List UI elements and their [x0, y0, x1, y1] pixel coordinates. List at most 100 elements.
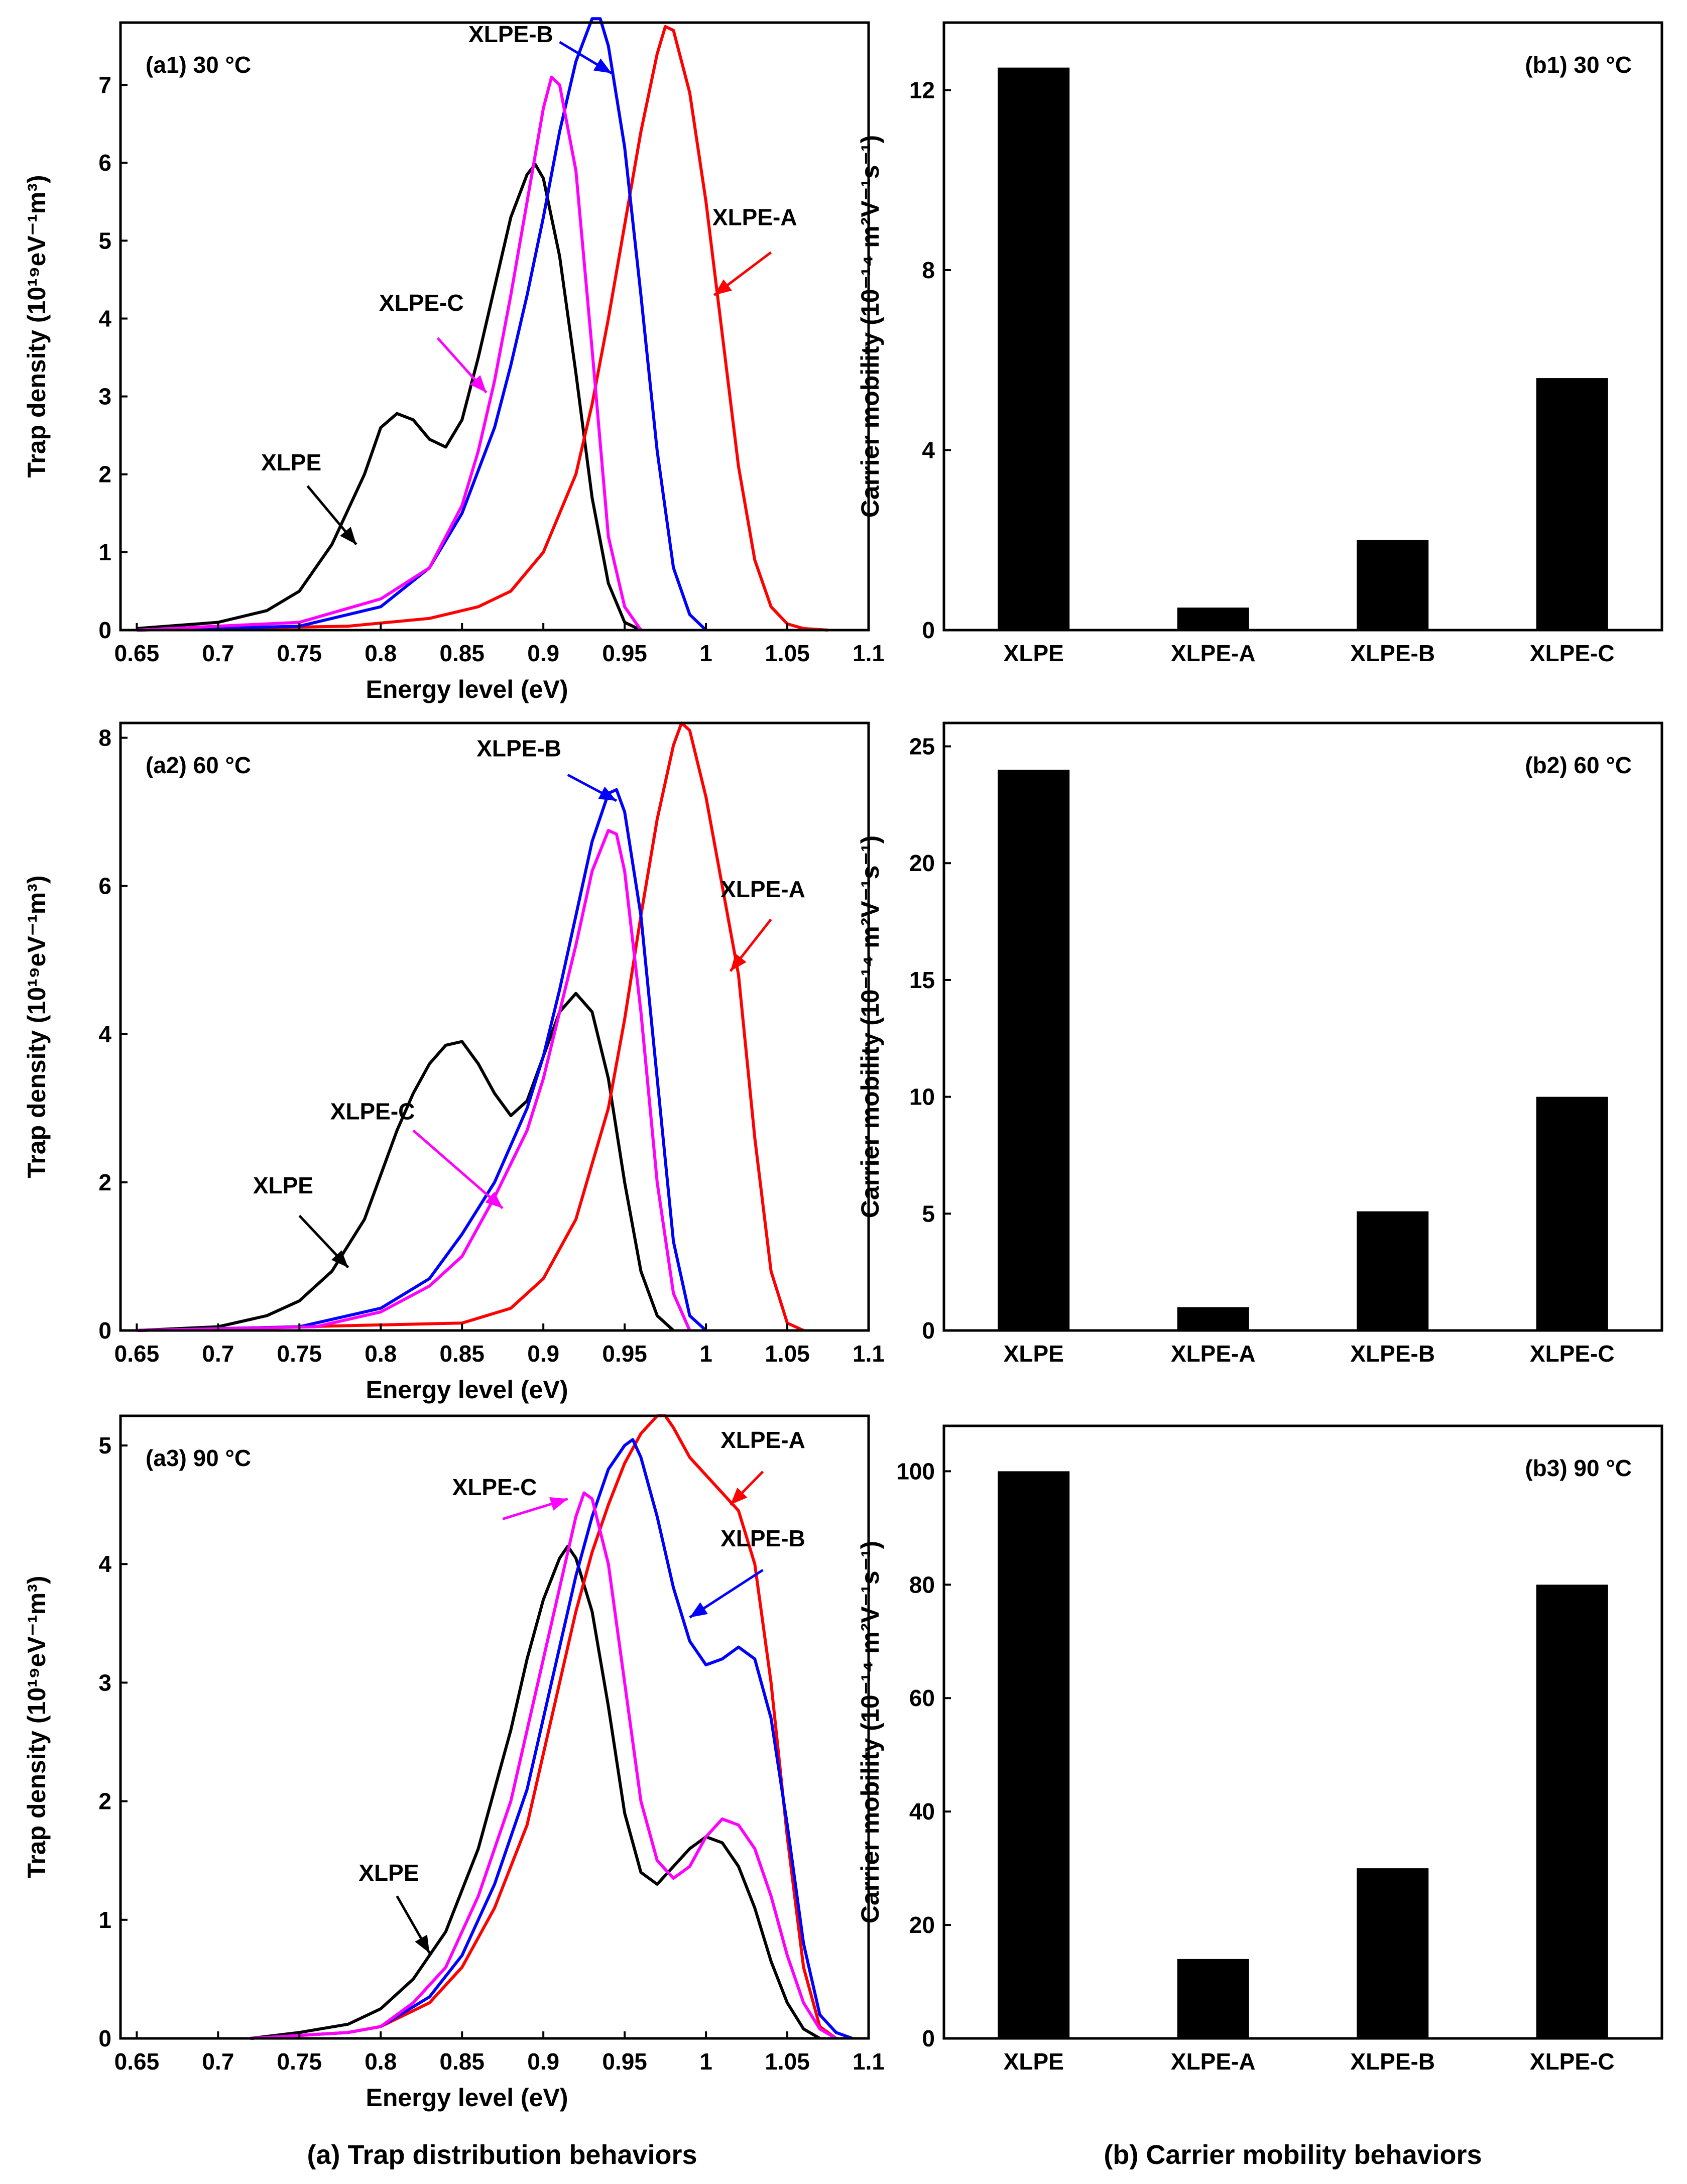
y-tick-label: 100: [896, 1458, 935, 1484]
annotation-arrowhead: [485, 1191, 503, 1208]
x-tick-label: 0.95: [602, 2048, 647, 2075]
series-line-xlpe: [137, 163, 642, 632]
curve-label-xlpe: XLPE: [358, 1860, 419, 1886]
x-tick-label: 0.9: [527, 2048, 559, 2075]
x-tick-label: 0.8: [365, 2048, 397, 2075]
curve-label-xlpe-b: XLPE-B: [720, 1525, 805, 1551]
panel-label: (b3) 90 °C: [1525, 1455, 1632, 1481]
panel-label: (a3) 90 °C: [146, 1445, 251, 1471]
panel-label: (a2) 60 °C: [146, 752, 251, 778]
y-tick-label: 4: [922, 437, 935, 463]
curve-label-xlpe-a: XLPE-A: [720, 876, 805, 902]
y-axis-label: Carrier mobility (10⁻¹⁴ m²V⁻¹s⁻¹): [856, 835, 884, 1218]
series-line-xlpe-b: [137, 788, 707, 1332]
curve-label-xlpe-a: XLPE-A: [712, 204, 797, 230]
y-tick-label: 20: [909, 1912, 935, 1938]
y-tick-label: 0: [922, 1317, 935, 1344]
series-line-xlpe-a: [250, 1414, 837, 2040]
curve-label-xlpe-b: XLPE-B: [476, 735, 561, 761]
curve-label-xlpe-a: XLPE-A: [720, 1427, 805, 1453]
bar-xlpe: [998, 67, 1070, 630]
y-tick-label: 5: [98, 227, 111, 254]
y-tick-label: 2: [98, 461, 111, 488]
y-tick-label: 60: [909, 1685, 935, 1711]
bar-xlpe-c: [1536, 1585, 1608, 2038]
series-line-xlpe-c: [250, 1491, 837, 2040]
category-label: XLPE-B: [1350, 640, 1435, 666]
plot-frame: [119, 721, 870, 1332]
plot-frame: [942, 1424, 1663, 2040]
category-label: XLPE-A: [1171, 640, 1256, 666]
x-tick-label: 0.75: [277, 640, 322, 666]
x-tick-label: 0.9: [527, 640, 559, 666]
curve-label-xlpe: XLPE: [253, 1172, 313, 1198]
x-tick-label: 0.75: [277, 1341, 322, 1367]
curve-label-xlpe-c: XLPE-C: [452, 1474, 537, 1500]
x-tick-label: 0.7: [202, 1341, 234, 1367]
y-tick-label: 1: [98, 539, 111, 565]
y-tick-label: 7: [98, 72, 111, 98]
x-tick-label: 0.75: [277, 2048, 322, 2075]
bar-xlpe-c: [1536, 378, 1608, 630]
y-tick-label: 10: [909, 1084, 935, 1110]
y-tick-label: 3: [98, 384, 111, 410]
y-tick-label: 4: [98, 1021, 111, 1047]
y-tick-label: 6: [98, 873, 111, 899]
category-label: XLPE: [1004, 640, 1064, 666]
chart-a3: 0.65 0.7 0.75 0.8 0.85 0.9 0.95 1 1.05 1.1 0 1 2 3 4 5 E…: [23, 1414, 885, 2112]
y-tick-label: 2: [98, 1169, 111, 1195]
panel-label: (b2) 60 °C: [1525, 752, 1632, 778]
series-line-xlpe-b: [250, 1438, 853, 2040]
series-line-xlpe: [137, 992, 675, 1332]
series-line-xlpe-a: [137, 25, 828, 632]
y-axis-label: Carrier mobility (10⁻¹⁴ m²V⁻¹s⁻¹): [856, 1541, 884, 1923]
y-axis-label: Trap density (10¹⁹eV⁻¹m³): [23, 1575, 51, 1878]
panel-label: (b1) 30 °C: [1525, 52, 1632, 78]
x-tick-label: 0.85: [439, 640, 485, 666]
bar-xlpe-b: [1357, 540, 1429, 630]
category-label: XLPE: [1004, 1341, 1064, 1367]
series-line-xlpe: [250, 1544, 821, 2040]
y-tick-label: 2: [98, 1788, 111, 1814]
y-tick-label: 0: [98, 2025, 111, 2051]
y-tick-label: 40: [909, 1798, 935, 1825]
y-tick-label: 4: [98, 1551, 111, 1577]
annotation-arrowhead: [730, 1488, 748, 1505]
y-tick-label: 6: [98, 150, 111, 176]
x-tick-label: 0.8: [365, 640, 397, 666]
y-tick-label: 0: [98, 617, 111, 643]
bar-xlpe-b: [1357, 1211, 1429, 1330]
category-label: XLPE-C: [1530, 2048, 1615, 2075]
x-tick-label: 0.9: [527, 1341, 559, 1367]
annotation-arrowhead: [415, 1934, 430, 1953]
y-tick-label: 5: [922, 1200, 935, 1227]
x-tick-label: 0.65: [114, 2048, 160, 2075]
annotation-arrowhead: [593, 58, 612, 73]
curve-label-xlpe-b: XLPE-B: [468, 21, 553, 47]
bar-xlpe-a: [1177, 608, 1249, 630]
x-axis-label: Energy level (eV): [366, 1376, 568, 1404]
category-label: XLPE-A: [1171, 2048, 1256, 2075]
y-tick-label: 1: [98, 1907, 111, 1933]
category-label: XLPE: [1004, 2048, 1064, 2075]
series-line-xlpe-c: [137, 829, 691, 1332]
y-tick-label: 12: [909, 77, 935, 103]
x-tick-label: 1.1: [853, 640, 885, 666]
x-tick-label: 0.95: [602, 640, 647, 666]
category-label: XLPE-A: [1171, 1341, 1256, 1367]
x-tick-label: 0.85: [439, 1341, 485, 1367]
annotation-arrow-line: [412, 1129, 504, 1209]
chart-a1: 0.65 0.7 0.75 0.8 0.85 0.9 0.95 1 1.05 1.1 0 1 2 3 4 5 6…: [23, 17, 885, 703]
series-line-xlpe-b: [137, 17, 707, 632]
panels-layer: 0.65 0.7 0.75 0.8 0.85 0.9 0.95 1 1.05 1.10123456…: [23, 17, 1663, 2112]
y-axis-label: Carrier mobility (10⁻¹⁴ m²V⁻¹s⁻¹): [856, 135, 884, 518]
y-tick-label: 4: [98, 305, 111, 331]
x-tick-label: 1: [699, 640, 712, 666]
bar-xlpe: [998, 1471, 1070, 2038]
curve-label-xlpe: XLPE: [261, 449, 321, 475]
y-tick-label: 20: [909, 850, 935, 876]
x-tick-label: 0.95: [602, 1341, 647, 1367]
bar-xlpe-a: [1177, 1959, 1249, 2038]
chart-b3: XLPE XLPE-A XLPE-B XLPE-C 0 20 40 60 80 100 Carrie…: [856, 1424, 1663, 2075]
